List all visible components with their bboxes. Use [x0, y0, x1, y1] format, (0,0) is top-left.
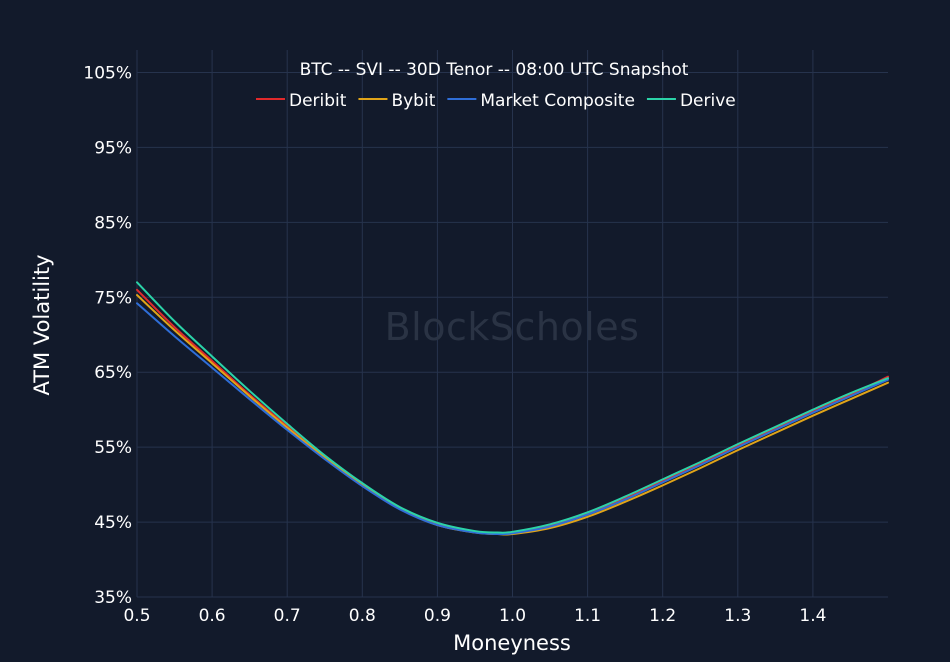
- legend-label: Bybit: [391, 91, 435, 111]
- x-tick-label: 0.7: [274, 606, 301, 626]
- chart-title: BTC -- SVI -- 30D Tenor -- 08:00 UTC Sna…: [300, 60, 689, 80]
- x-tick-label: 1.0: [499, 606, 526, 626]
- x-tick-label: 1.3: [724, 606, 751, 626]
- legend-item-derive[interactable]: Derive: [646, 91, 736, 111]
- x-tick-label: 0.8: [349, 606, 376, 626]
- y-tick-label: 85%: [94, 213, 132, 233]
- y-tick-label: 55%: [94, 438, 132, 458]
- x-axis-ticks: 0.5 0.6 0.7 0.8 0.9 1.0 1.1 1.2 1.3 1.4: [123, 606, 826, 626]
- legend[interactable]: Deribit Bybit Market Composite Derive: [256, 91, 736, 111]
- series-line-derive: [136, 281, 889, 534]
- x-tick-label: 0.6: [199, 606, 226, 626]
- x-tick-label: 1.1: [574, 606, 601, 626]
- series-layer: [136, 281, 889, 536]
- y-tick-label: 35%: [94, 588, 132, 608]
- x-tick-label: 0.9: [424, 606, 451, 626]
- y-tick-label: 65%: [94, 363, 132, 383]
- legend-item-market-composite[interactable]: Market Composite: [447, 91, 635, 111]
- y-tick-label: 45%: [94, 513, 132, 533]
- grid: [136, 50, 888, 598]
- x-tick-label: 0.5: [123, 606, 150, 626]
- legend-label: Market Composite: [480, 91, 635, 111]
- legend-label: Deribit: [289, 91, 347, 111]
- x-axis-title: Moneyness: [453, 631, 571, 655]
- legend-item-deribit[interactable]: Deribit: [256, 91, 347, 111]
- x-tick-label: 1.4: [799, 606, 826, 626]
- series-line-market-composite: [136, 302, 889, 536]
- x-tick-label: 1.2: [649, 606, 676, 626]
- y-tick-label: 95%: [94, 138, 132, 158]
- y-tick-label: 105%: [83, 63, 132, 83]
- watermark: BlockScholes: [385, 305, 640, 349]
- legend-item-bybit[interactable]: Bybit: [358, 91, 436, 111]
- legend-label: Derive: [680, 91, 736, 111]
- y-axis-title: ATM Volatility: [30, 254, 54, 395]
- y-tick-label: 75%: [94, 288, 132, 308]
- y-axis-ticks: 35% 45% 55% 65% 75% 85% 95% 105%: [83, 63, 132, 608]
